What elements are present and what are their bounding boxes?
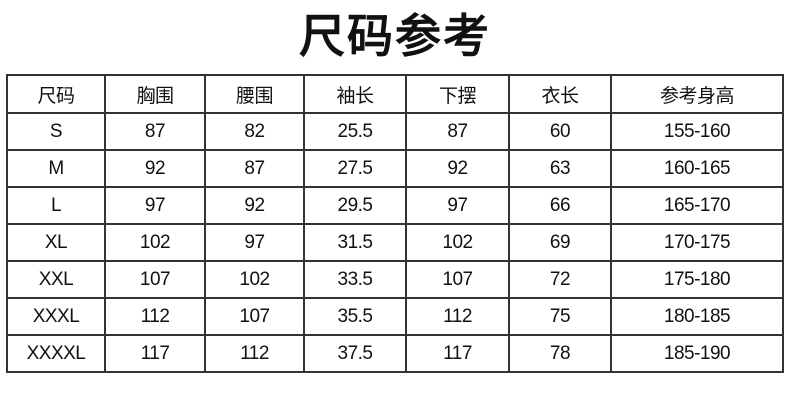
table-cell: 155-160 [610, 112, 784, 151]
table-row: XXXXL 117 112 37.5 117 78 185-190 [6, 334, 784, 373]
table-cell: XXXL [6, 297, 106, 336]
header-cell: 胸围 [104, 74, 206, 114]
table-cell: 175-180 [610, 260, 784, 299]
table-cell: 107 [405, 260, 510, 299]
table-cell: 107 [204, 297, 305, 336]
table-cell: 87 [104, 112, 206, 151]
table-cell: 102 [204, 260, 305, 299]
table-cell: 165-170 [610, 186, 784, 225]
table-cell: 75 [508, 297, 612, 336]
table-cell: 25.5 [303, 112, 407, 151]
header-cell: 参考身高 [610, 74, 784, 114]
table-cell: 107 [104, 260, 206, 299]
table-cell: 112 [204, 334, 305, 373]
table-row: M 92 87 27.5 92 63 160-165 [6, 149, 784, 188]
table-cell: 112 [405, 297, 510, 336]
size-chart-table: 尺码 胸围 腰围 袖长 下摆 衣长 参考身高 S 87 82 25.5 87 60 155-160 M 92 8… [6, 74, 784, 373]
table-cell: 117 [405, 334, 510, 373]
table-cell: 97 [204, 223, 305, 262]
table-cell: 97 [405, 186, 510, 225]
table-cell: 35.5 [303, 297, 407, 336]
table-header-row: 尺码 胸围 腰围 袖长 下摆 衣长 参考身高 [6, 74, 784, 114]
table-cell: 33.5 [303, 260, 407, 299]
table-cell: 87 [405, 112, 510, 151]
table-cell: 180-185 [610, 297, 784, 336]
table-cell: 66 [508, 186, 612, 225]
table-cell: 185-190 [610, 334, 784, 373]
header-cell: 衣长 [508, 74, 612, 114]
table-cell: 87 [204, 149, 305, 188]
table-cell: 117 [104, 334, 206, 373]
table-cell: 82 [204, 112, 305, 151]
header-cell: 下摆 [405, 74, 510, 114]
table-cell: 60 [508, 112, 612, 151]
table-cell: 27.5 [303, 149, 407, 188]
table-cell: 170-175 [610, 223, 784, 262]
table-cell: 78 [508, 334, 612, 373]
table-cell: 102 [405, 223, 510, 262]
table-cell: 63 [508, 149, 612, 188]
table-cell: L [6, 186, 106, 225]
table-cell: 72 [508, 260, 612, 299]
table-cell: 29.5 [303, 186, 407, 225]
table-row: S 87 82 25.5 87 60 155-160 [6, 112, 784, 151]
table-cell: 92 [405, 149, 510, 188]
page-title: 尺码参考 [299, 9, 491, 63]
table-cell: 160-165 [610, 149, 784, 188]
table-cell: 92 [204, 186, 305, 225]
table-cell: XXL [6, 260, 106, 299]
table-cell: 112 [104, 297, 206, 336]
header-cell: 袖长 [303, 74, 407, 114]
table-row: L 97 92 29.5 97 66 165-170 [6, 186, 784, 225]
table-row: XXXL 112 107 35.5 112 75 180-185 [6, 297, 784, 336]
table-row: XL 102 97 31.5 102 69 170-175 [6, 223, 784, 262]
table-cell: 31.5 [303, 223, 407, 262]
table-row: XXL 107 102 33.5 107 72 175-180 [6, 260, 784, 299]
table-cell: S [6, 112, 106, 151]
table-cell: M [6, 149, 106, 188]
header-cell: 尺码 [6, 74, 106, 114]
table-cell: XL [6, 223, 106, 262]
table-cell: 69 [508, 223, 612, 262]
header-cell: 腰围 [204, 74, 305, 114]
table-cell: 37.5 [303, 334, 407, 373]
table-cell: 97 [104, 186, 206, 225]
table-cell: 102 [104, 223, 206, 262]
table-cell: XXXXL [6, 334, 106, 373]
table-cell: 92 [104, 149, 206, 188]
